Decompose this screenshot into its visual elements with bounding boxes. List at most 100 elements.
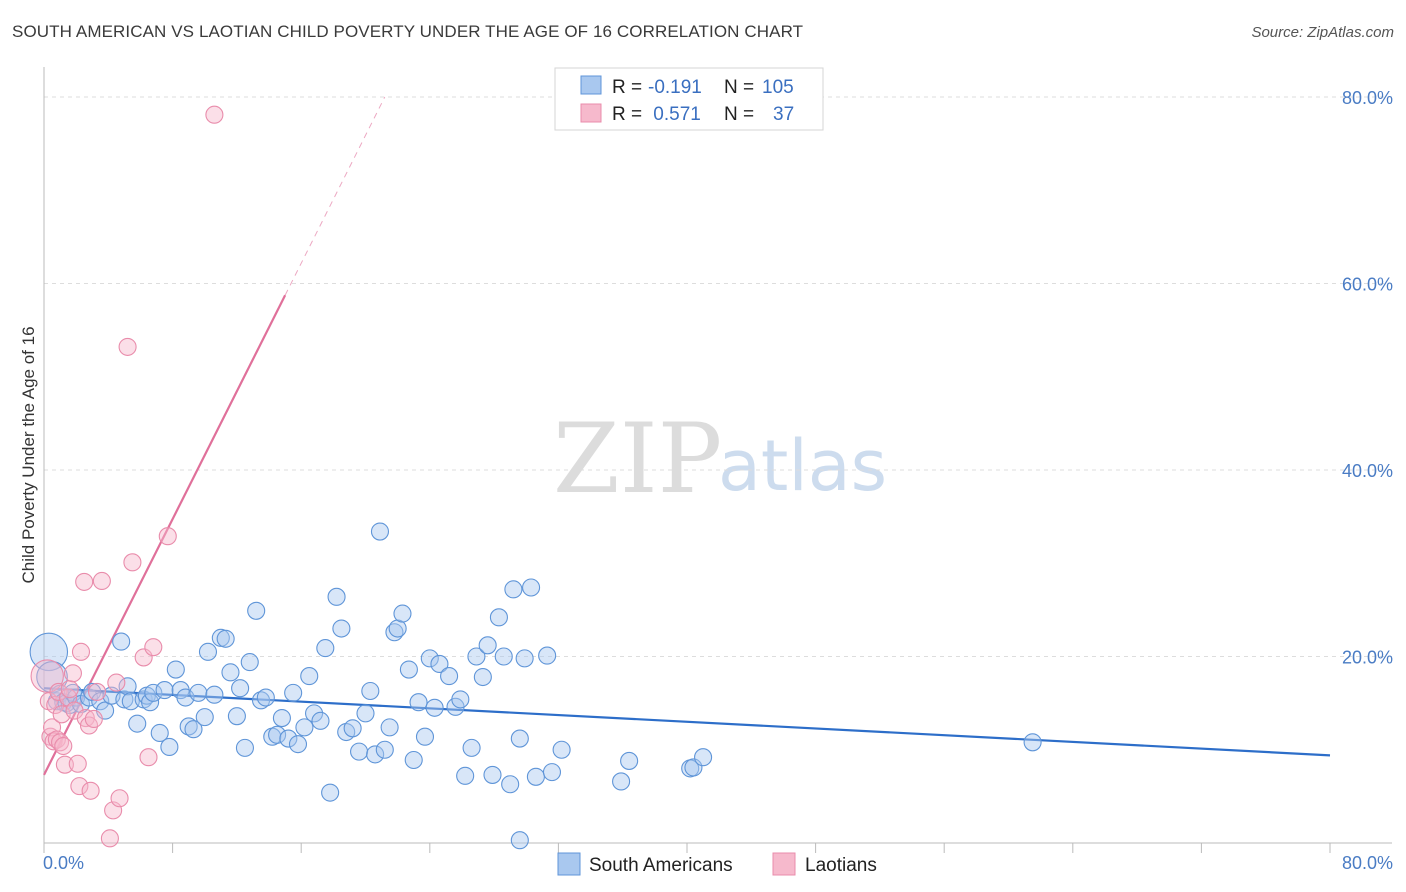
point-south-americans bbox=[504, 580, 523, 599]
point-south-americans bbox=[300, 667, 319, 686]
point-south-americans bbox=[321, 783, 340, 802]
point-laotians bbox=[49, 682, 68, 701]
gridlines bbox=[44, 96, 1392, 657]
point-laotians bbox=[139, 748, 158, 767]
point-laotians bbox=[68, 754, 87, 773]
x-tick-label-max: 80.0% bbox=[1342, 853, 1393, 873]
legend-swatch-laotians bbox=[580, 103, 602, 123]
point-south-americans bbox=[112, 632, 131, 651]
legend-r-label: R = bbox=[612, 77, 642, 98]
point-south-americans bbox=[1023, 733, 1042, 752]
point-south-americans bbox=[288, 735, 308, 754]
x-tick-label-min: 0.0% bbox=[43, 853, 84, 873]
point-south-americans bbox=[361, 681, 380, 701]
y-tick-label: 60.0% bbox=[1342, 275, 1393, 295]
legend-r-label: R = bbox=[612, 104, 642, 125]
point-south-americans bbox=[612, 772, 631, 791]
point-south-americans bbox=[393, 604, 412, 623]
point-south-americans bbox=[356, 704, 375, 723]
point-laotians bbox=[87, 682, 107, 701]
point-laotians bbox=[107, 673, 126, 692]
scatter-points bbox=[29, 105, 1042, 850]
point-south-americans bbox=[462, 738, 481, 757]
point-south-americans bbox=[370, 522, 390, 541]
point-south-americans bbox=[489, 608, 508, 627]
point-south-americans bbox=[415, 727, 435, 746]
point-south-americans bbox=[350, 742, 369, 761]
point-laotians bbox=[92, 571, 111, 591]
series-legend-swatch-south-americans bbox=[557, 852, 581, 876]
point-south-americans bbox=[184, 720, 203, 739]
watermark-zip: ZIP bbox=[553, 403, 722, 515]
point-laotians bbox=[71, 642, 91, 661]
point-south-americans bbox=[198, 642, 218, 661]
point-laotians bbox=[47, 730, 66, 749]
watermark-atlas: atlas bbox=[718, 425, 887, 507]
point-south-americans bbox=[247, 601, 266, 620]
point-south-americans bbox=[118, 677, 137, 696]
y-tick-label: 40.0% bbox=[1342, 461, 1393, 481]
correlation-legend: R = -0.191 N = 105 R = 0.571 N = 37 bbox=[554, 67, 824, 131]
point-south-americans bbox=[332, 619, 351, 638]
point-south-americans bbox=[552, 740, 571, 759]
point-south-americans bbox=[221, 663, 240, 682]
point-south-americans bbox=[311, 711, 330, 730]
point-south-americans bbox=[343, 719, 362, 738]
point-south-americans bbox=[515, 649, 534, 668]
point-laotians bbox=[55, 755, 74, 774]
legend-n-value: 37 bbox=[773, 104, 794, 125]
legend-r-value: 0.571 bbox=[648, 104, 701, 125]
point-south-americans bbox=[205, 685, 224, 704]
point-south-americans bbox=[284, 683, 303, 702]
point-laotians bbox=[65, 701, 84, 720]
point-south-americans bbox=[425, 698, 444, 717]
chart-title: SOUTH AMERICAN VS LAOTIAN CHILD POVERTY … bbox=[12, 22, 804, 41]
point-south-americans bbox=[494, 647, 513, 666]
point-south-americans bbox=[399, 660, 418, 679]
legend-r-value: -0.191 bbox=[648, 77, 702, 98]
point-south-americans bbox=[195, 708, 214, 727]
point-south-americans bbox=[483, 765, 502, 784]
point-laotians bbox=[70, 777, 89, 796]
legend-n-value: 105 bbox=[762, 77, 794, 98]
point-south-americans bbox=[510, 831, 529, 850]
point-south-americans bbox=[542, 763, 562, 782]
point-south-americans bbox=[231, 679, 250, 698]
point-south-americans bbox=[404, 750, 423, 770]
point-laotians bbox=[63, 664, 82, 683]
point-south-americans bbox=[366, 745, 385, 764]
point-laotians bbox=[44, 732, 63, 751]
point-south-americans bbox=[501, 775, 520, 794]
point-south-americans bbox=[128, 714, 147, 733]
series-legend-label-laotians: Laotians bbox=[805, 855, 877, 876]
point-south-americans bbox=[155, 681, 174, 700]
y-axis-tick-labels: 20.0% 40.0% 60.0% 80.0% bbox=[1342, 88, 1393, 668]
point-south-americans bbox=[316, 639, 335, 658]
series-legend: South Americans Laotians bbox=[557, 852, 877, 876]
point-south-americans bbox=[179, 717, 198, 736]
point-south-americans bbox=[430, 654, 449, 674]
x-axis-ticks bbox=[43, 843, 1331, 853]
point-south-americans bbox=[279, 729, 298, 748]
point-laotians bbox=[205, 105, 224, 124]
point-south-americans bbox=[380, 718, 399, 737]
point-laotians bbox=[118, 337, 137, 356]
point-south-americans bbox=[150, 723, 169, 743]
point-south-americans bbox=[235, 738, 254, 757]
point-south-americans bbox=[440, 667, 459, 686]
point-south-americans bbox=[216, 629, 235, 648]
point-south-americans bbox=[420, 649, 439, 668]
point-laotians bbox=[144, 638, 163, 657]
point-south-americans bbox=[522, 578, 541, 597]
point-laotians bbox=[54, 736, 73, 756]
point-laotians bbox=[84, 709, 103, 729]
point-laotians bbox=[158, 527, 177, 546]
point-south-americans bbox=[538, 646, 557, 665]
point-south-americans bbox=[272, 708, 291, 728]
point-south-americans bbox=[620, 751, 639, 770]
legend-n-label: N = bbox=[724, 77, 754, 98]
point-south-americans bbox=[227, 707, 246, 726]
point-south-americans bbox=[160, 737, 179, 757]
point-laotians bbox=[60, 680, 79, 699]
